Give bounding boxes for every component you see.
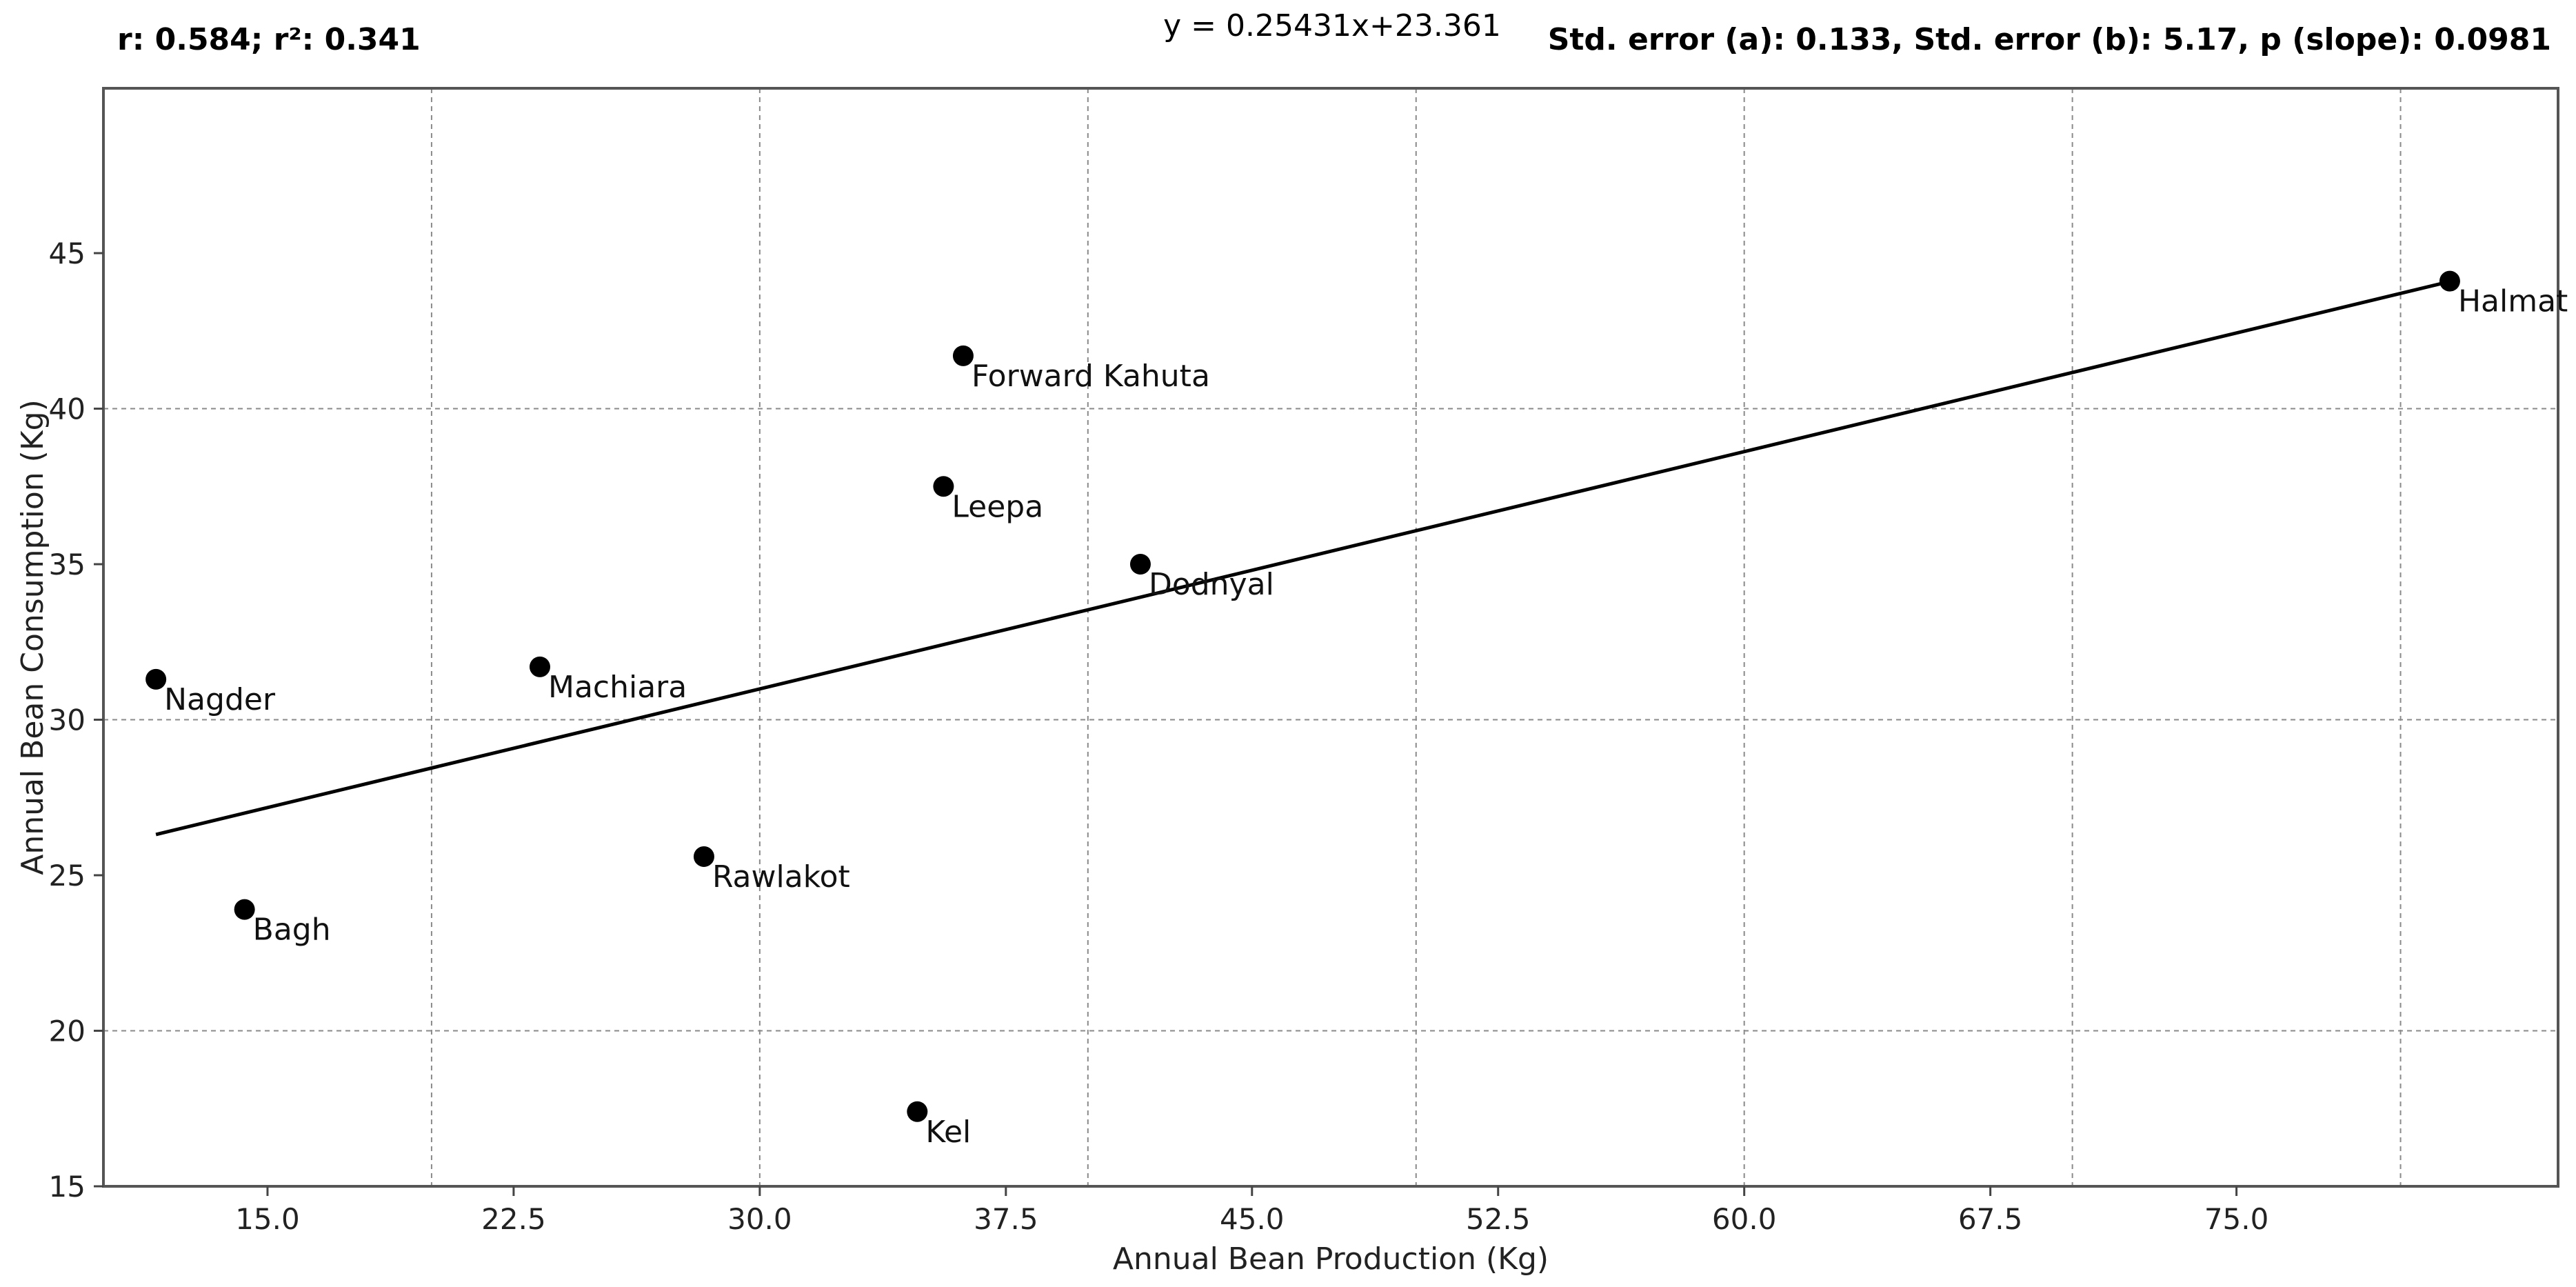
y-tick-label: 20	[49, 1015, 85, 1048]
data-point	[933, 476, 954, 497]
data-point	[1129, 554, 1151, 575]
x-axis-title: Annual Bean Production (Kg)	[1113, 1241, 1549, 1277]
point-label: Bagh	[253, 912, 331, 948]
regression-line-group	[155, 279, 2451, 837]
point-label: Rawlakot	[712, 859, 850, 895]
axis-ticks: 15.0 22.5 30.0 37.5 45.0 52.5 60.0 67.5 75.0 15 20…	[49, 237, 2269, 1236]
y-tick-label: 40	[49, 392, 85, 426]
data-point	[2439, 270, 2460, 292]
data-point	[907, 1101, 928, 1122]
data-points: Nagder Bagh Machiara Rawlakot Kel Leepa Forwar…	[145, 270, 2568, 1150]
data-point	[145, 668, 167, 690]
x-tick-label: 15.0	[235, 1202, 300, 1236]
data-point	[529, 656, 550, 677]
point-label: Kel	[925, 1115, 971, 1150]
x-tick-label: 52.5	[1466, 1202, 1531, 1236]
point-label: Forward Kahuta	[972, 359, 1210, 394]
grid-lines	[103, 88, 2558, 1186]
x-tick-label: 30.0	[727, 1202, 792, 1236]
plot-frame	[102, 87, 2559, 1188]
x-tick-label: 60.0	[1712, 1202, 1777, 1236]
regression-equation: y = 0.25431x+23.361	[1163, 8, 1501, 43]
point-label: Nagder	[164, 682, 276, 717]
y-tick-label: 35	[49, 548, 85, 581]
x-tick-label: 22.5	[481, 1202, 546, 1236]
y-tick-label: 30	[49, 704, 85, 737]
data-point	[952, 345, 974, 366]
regression-line	[155, 279, 2451, 837]
x-tick-label: 45.0	[1220, 1202, 1285, 1236]
x-tick-label: 37.5	[974, 1202, 1038, 1236]
stats-left: r: 0.584; r²: 0.341	[117, 22, 421, 57]
point-label: Leepa	[952, 489, 1043, 524]
data-point	[234, 899, 255, 920]
data-point	[693, 846, 714, 867]
y-tick-label: 45	[49, 237, 85, 270]
point-label: Dodnyal	[1149, 567, 1274, 602]
x-tick-label: 75.0	[2204, 1202, 2269, 1236]
point-label: Halmat	[2458, 284, 2568, 319]
y-tick-label: 15	[49, 1170, 85, 1204]
point-label: Machiara	[548, 670, 687, 705]
stats-right: Std. error (a): 0.133, Std. error (b): 5…	[1548, 22, 2551, 57]
y-tick-label: 25	[49, 859, 85, 892]
y-axis-title: Annual Bean Consumption (Kg)	[15, 399, 50, 875]
x-tick-label: 67.5	[1958, 1202, 2023, 1236]
